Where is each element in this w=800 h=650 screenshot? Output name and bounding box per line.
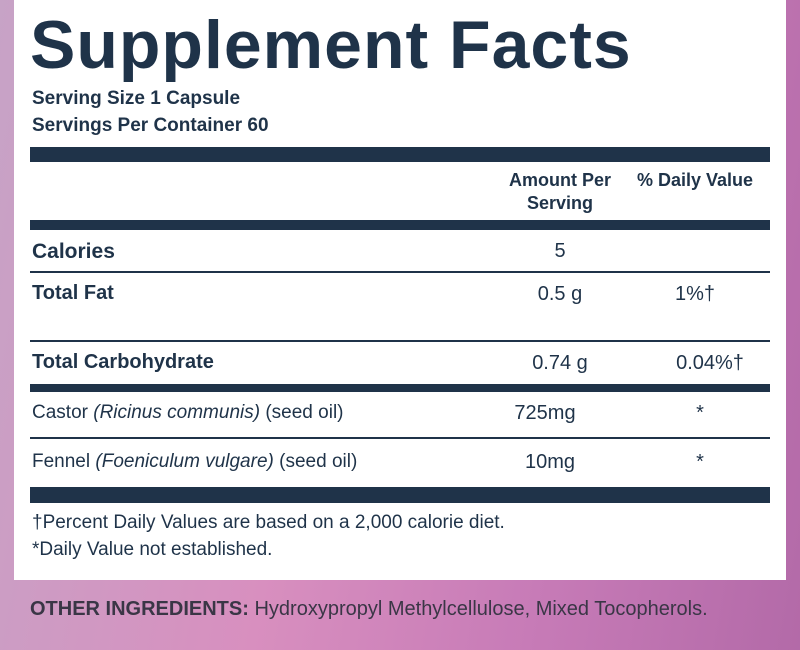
row-amount: 10mg (524, 451, 576, 473)
row-daily-value: 0.04%† (676, 352, 744, 374)
row-name: Total Carbohydrate (32, 351, 214, 373)
row-amount: 725mg (514, 402, 576, 424)
serving-size: Serving Size 1 Capsule (32, 88, 241, 109)
row-name: Fennel (Foeniculum vulgare) (seed oil) (32, 451, 357, 473)
other-ingredients: OTHER INGREDIENTS: Hydroxypropyl Methylc… (30, 596, 770, 622)
row-name: Calories (32, 240, 115, 263)
row-amount: 0.5 g (537, 283, 583, 305)
facts-panel (14, 0, 786, 580)
ingredients-text: Hydroxypropyl Methylcellulose, Mixed Toc… (254, 598, 708, 620)
ingredients-label: OTHER INGREDIENTS: (30, 598, 249, 620)
row-amount: 5 (554, 240, 566, 262)
divider (30, 487, 770, 503)
latin-name: (Foeniculum vulgare) (95, 451, 274, 472)
column-header: % Daily Value (636, 170, 754, 190)
title: Supplement Facts (30, 7, 632, 83)
footnote: *Daily Value not established. (32, 539, 273, 560)
footnote: †Percent Daily Values are based on a 2,0… (32, 512, 505, 533)
divider (30, 340, 770, 342)
latin-name: (Ricinus communis) (93, 402, 261, 423)
row-daily-value: * (696, 451, 704, 473)
divider (30, 437, 770, 439)
divider (30, 384, 770, 392)
divider (30, 220, 770, 230)
divider (30, 147, 770, 162)
plant-part: (seed oil) (265, 402, 344, 423)
row-name: Castor (Ricinus communis) (seed oil) (32, 402, 344, 424)
plant-part: (seed oil) (279, 451, 358, 472)
row-daily-value: * (696, 402, 704, 424)
ingredient-name: Castor (32, 402, 88, 423)
divider (30, 271, 770, 273)
servings-per-container: Servings Per Container 60 (32, 115, 269, 136)
row-name: Total Fat (32, 282, 114, 304)
column-header: Amount Per Serving (508, 170, 611, 213)
ingredient-name: Fennel (32, 451, 91, 472)
row-daily-value: 1%† (674, 283, 716, 305)
row-amount: 0.74 g (532, 352, 588, 374)
